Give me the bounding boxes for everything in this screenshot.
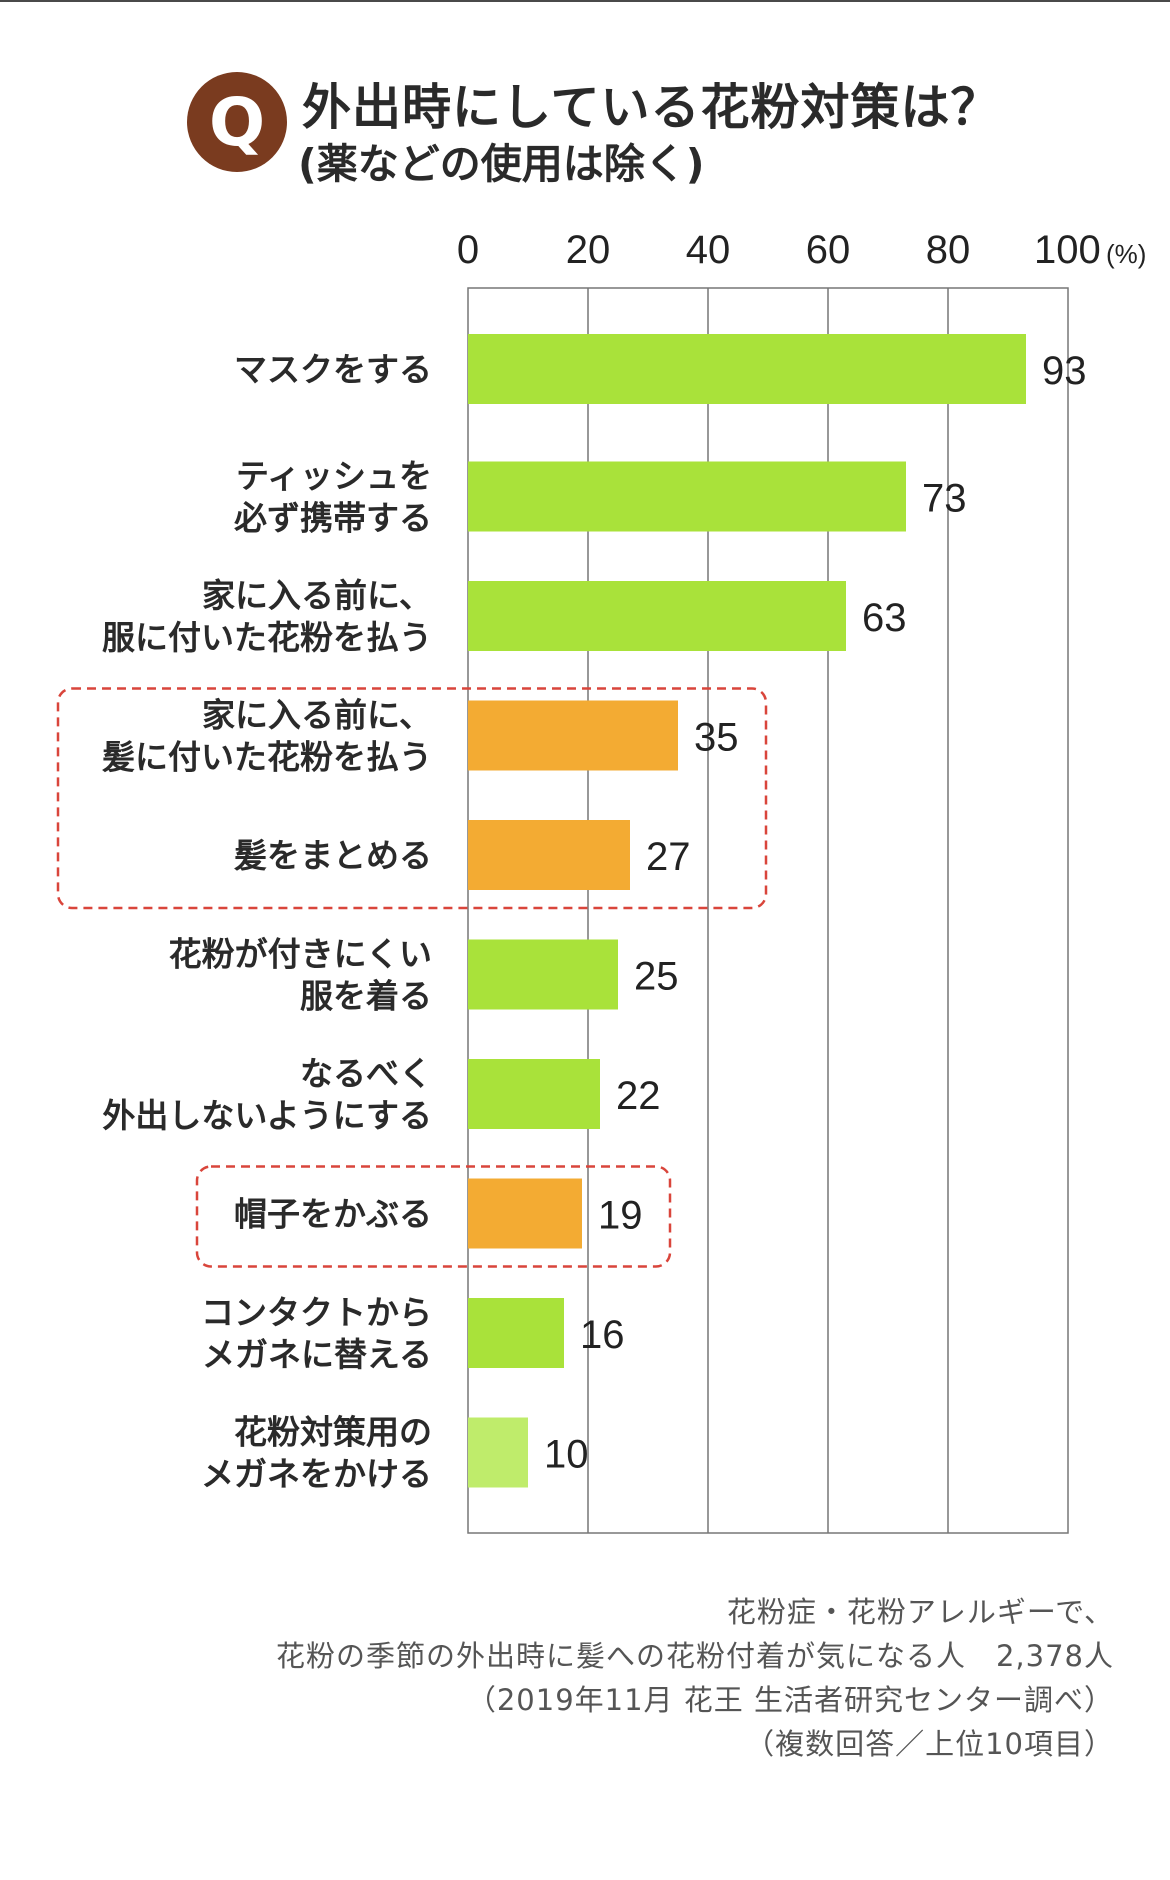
value-label: 63 <box>862 596 907 640</box>
x-tick-label: 80 <box>926 228 971 272</box>
category-label: 花粉が付きにくい <box>169 935 432 974</box>
category-label: 髪をまとめる <box>234 836 432 875</box>
category-label: 服を着る <box>300 977 432 1016</box>
question-title: 外出時にしている花粉対策は？ <box>302 79 1001 136</box>
value-label: 35 <box>694 716 739 760</box>
footnote-line-2: 花粉の季節の外出時に髪への花粉付着が気になる人 2,378人 <box>275 1639 1114 1673</box>
question-subtitle: (薬などの使用は除く) <box>298 140 705 188</box>
x-tick-label: 100 <box>1034 228 1101 272</box>
category-label: マスクをする <box>234 350 432 389</box>
highlight-box <box>56 687 768 910</box>
x-tick-label: 20 <box>566 228 611 272</box>
unit-label: (%) <box>1106 239 1146 269</box>
x-tick-label: 60 <box>806 228 851 272</box>
bar <box>468 939 618 1010</box>
highlight-box <box>195 1165 672 1268</box>
footnote-line-4: （複数回答／上位10項目） <box>745 1727 1114 1761</box>
category-label: 必ず携帯する <box>234 499 432 538</box>
x-tick-label: 0 <box>457 228 479 272</box>
category-label: 家に入る前に、 <box>202 696 432 735</box>
value-label: 19 <box>598 1194 643 1238</box>
bar <box>468 700 678 771</box>
value-label: 22 <box>616 1074 661 1118</box>
category-label: 服に付いた花粉を払う <box>102 618 432 657</box>
category-label: 家に入る前に、 <box>202 576 432 615</box>
value-label: 16 <box>580 1313 625 1357</box>
category-label: コンタクトから <box>201 1293 432 1332</box>
category-label: 外出しないようにする <box>102 1096 432 1135</box>
category-label: 帽子をかぶる <box>234 1195 432 1234</box>
bar <box>468 334 1026 404</box>
bar <box>468 1298 564 1368</box>
value-label: 10 <box>544 1433 589 1477</box>
category-label: ティッシュを <box>236 457 432 496</box>
category-label: メガネに替える <box>202 1335 432 1374</box>
bar <box>468 1417 528 1488</box>
category-label: なるべく <box>300 1054 432 1093</box>
category-label: 髪に付いた花粉を払う <box>102 738 432 777</box>
value-label: 25 <box>634 955 679 999</box>
top-rule <box>0 0 1170 2</box>
category-label: 花粉対策用の <box>234 1413 432 1452</box>
footnote-line-3: （2019年11月 花王 生活者研究センター調べ） <box>466 1683 1114 1717</box>
bar <box>468 581 846 651</box>
bar <box>468 461 906 532</box>
value-label: 73 <box>922 477 967 521</box>
x-tick-label: 40 <box>686 228 731 272</box>
plot-frame <box>467 287 1069 1534</box>
value-label: 93 <box>1042 349 1087 393</box>
category-label: メガネをかける <box>201 1455 432 1494</box>
bar <box>468 1178 582 1249</box>
bar <box>468 1059 600 1129</box>
bar <box>468 820 630 890</box>
footnote-line-1: 花粉症・花粉アレルギーで、 <box>726 1595 1114 1629</box>
footnote: 花粉症・花粉アレルギーで、 花粉の季節の外出時に髪への花粉付着が気になる人 2,… <box>276 1590 1114 1766</box>
value-label: 27 <box>646 835 691 879</box>
question-badge: Q <box>187 72 287 172</box>
